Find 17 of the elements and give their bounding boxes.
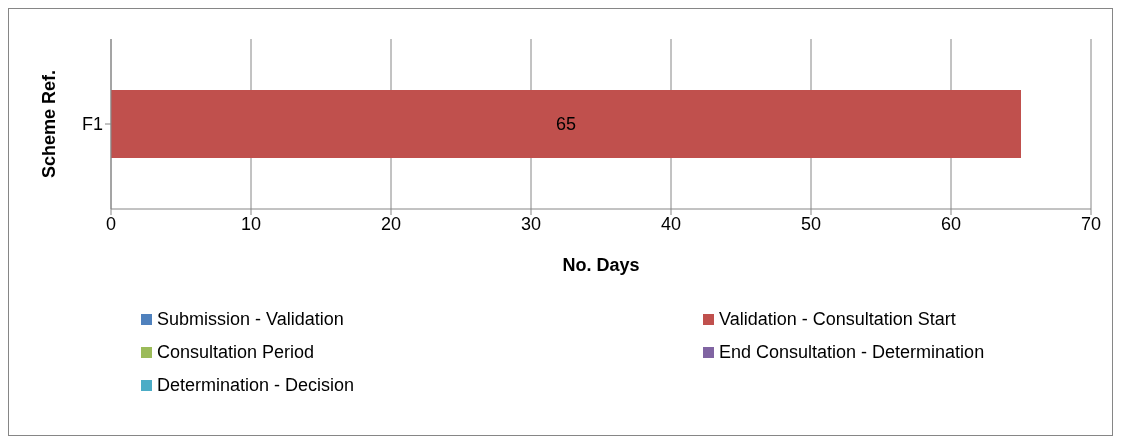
x-tick-label: 10	[240, 213, 262, 234]
legend-label: Submission - Validation	[157, 309, 344, 330]
legend-label: End Consultation - Determination	[719, 342, 985, 363]
legend-label: Determination - Decision	[157, 375, 355, 396]
y-axis-title: Scheme Ref.	[39, 69, 60, 179]
x-tick-label: 40	[660, 213, 682, 234]
x-tick-label: 20	[380, 213, 402, 234]
y-tick-label: F1	[81, 114, 103, 135]
x-tick-label: 70	[1080, 213, 1102, 234]
legend-label: Validation - Consultation Start	[719, 309, 956, 330]
x-tick-label: 60	[940, 213, 962, 234]
data-label: 65	[555, 114, 577, 135]
x-tick-label: 50	[800, 213, 822, 234]
x-tick-label: 30	[520, 213, 542, 234]
x-axis-title: No. Days	[562, 255, 640, 275]
x-tick-label: 0	[105, 213, 117, 234]
legend-label: Consultation Period	[157, 342, 315, 363]
